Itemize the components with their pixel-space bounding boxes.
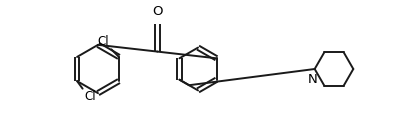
Text: Cl: Cl [85,90,96,103]
Text: O: O [152,6,162,18]
Text: N: N [308,73,318,86]
Text: Cl: Cl [98,35,109,48]
